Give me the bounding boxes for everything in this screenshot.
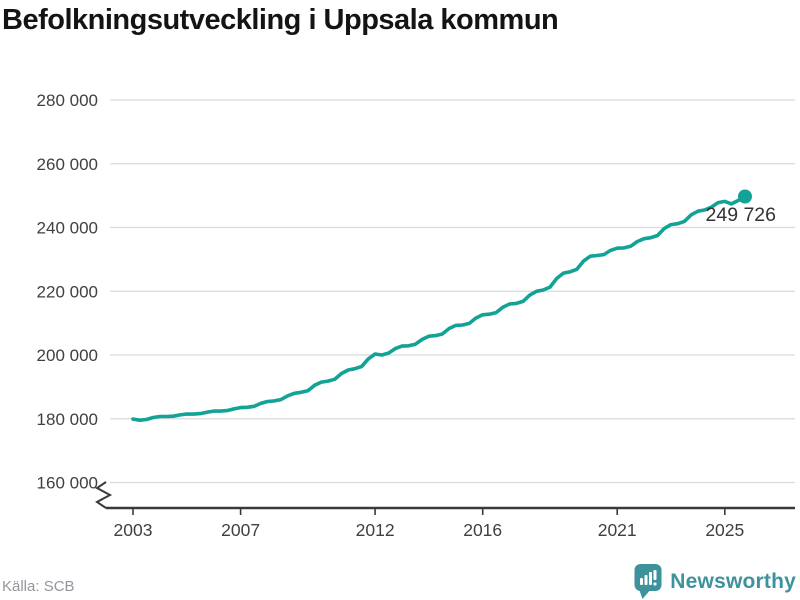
- source-label: Källa: SCB: [2, 578, 75, 595]
- chart-title: Befolkningsutveckling i Uppsala kommun: [2, 4, 559, 36]
- x-axis-label: 2025: [705, 520, 744, 540]
- x-axis-label: 2021: [598, 520, 637, 540]
- x-axis-label: 2012: [356, 520, 395, 540]
- y-axis-label: 260 000: [37, 155, 98, 174]
- population-line: [131, 194, 747, 423]
- y-axis-label: 160 000: [37, 474, 98, 493]
- x-axis-label: 2007: [221, 520, 260, 540]
- y-axis-label: 180 000: [37, 410, 98, 429]
- y-axis-label: 220 000: [37, 282, 98, 301]
- y-axis-label: 200 000: [37, 346, 98, 365]
- x-axis-label: 2016: [463, 520, 502, 540]
- end-value-label: 249 726: [706, 204, 777, 226]
- end-point-dot: [737, 189, 752, 204]
- newsworthy-logo-icon: [634, 564, 662, 599]
- x-axis-label: 2003: [114, 520, 153, 540]
- y-axis-label: 240 000: [37, 219, 98, 238]
- y-axis-label: 280 000: [37, 91, 98, 110]
- brand-name: Newsworthy: [670, 569, 796, 593]
- newsworthy-brand: Newsworthy: [634, 563, 796, 600]
- axis-break-icon: [95, 481, 113, 509]
